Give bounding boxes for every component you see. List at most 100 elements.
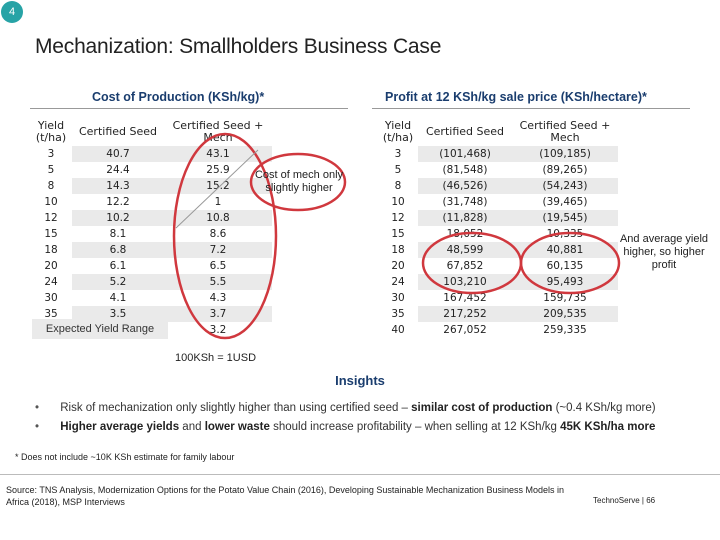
profit-cell-certified-seed: (11,828) [418,210,512,226]
profit-cell-seed-mech: (109,185) [512,146,618,162]
profit-cell-yield: 5 [394,164,402,176]
cost-row: 8 14.3 15.2 [30,178,272,194]
profit-row: 30 167,452 159,735 [378,290,618,306]
cost-section-heading: Cost of Production (KSh/kg)* [92,90,265,104]
bullet-dot: • [35,421,40,433]
profit-cell-certified-seed: 167,452 [443,292,487,304]
cost-annotation-connector [175,149,259,229]
cost-cell-seed-mech: 1 [214,196,222,208]
profit-row: 5 (81,548) (89,265) [378,162,618,178]
profit-cell-certified-seed: (81,548) [442,164,488,176]
profit-cell-yield: 20 [391,260,405,272]
footnote: * Does not include ~10K KSh estimate for… [15,452,235,462]
cost-annotation: Cost of mech only slightly higher [254,169,344,194]
cost-cell-certified-seed: 10.2 [72,210,164,226]
profit-table: Yield (t/ha) Certified Seed Certified Se… [378,117,618,338]
profit-highlight-ellipse [421,231,523,295]
cost-cell-seed-mech: 4.3 [209,292,227,304]
cost-cell-yield: 5 [47,164,55,176]
profit-cell-yield: 24 [391,276,405,288]
cost-cell-yield: 18 [44,244,58,256]
profit-cell-certified-seed: 48,599 [418,242,512,258]
profit-row: 40 267,052 259,335 [378,322,618,338]
footer-brand-page: TechnoServe | 66 [593,496,656,505]
profit-row: 3 (101,468) (109,185) [378,146,618,162]
insight-2-text-1: and [179,421,205,433]
profit-cell-yield: 35 [391,308,405,320]
profit-cell-certified-seed: (46,526) [418,178,512,194]
profit-section-heading: Profit at 12 KSh/kg sale price (KSh/hect… [385,90,647,104]
profit-cell-seed-mech: 209,535 [512,306,618,322]
profit-row: 20 67,852 60,135 [378,258,618,274]
profit-cell-certified-seed: 67,852 [446,260,484,272]
insights-heading: Insights [335,373,385,388]
cost-cell-seed-mech: 6.5 [209,260,227,272]
cost-cell-seed-mech: 7.2 [164,242,272,258]
cost-highlight-ellipse [172,132,278,340]
cost-cell-yield: 20 [44,260,58,272]
profit-cell-seed-mech: (39,465) [542,196,588,208]
profit-header-yield: Yield (t/ha) [382,118,414,144]
insight-1-bold: similar cost of production [411,402,553,414]
footer-divider [0,474,720,475]
cost-cell-certified-seed: 12.2 [106,196,130,208]
profit-cell-yield: 3 [394,148,402,160]
cost-row: 10 12.2 1 [30,194,272,210]
cost-header-certified-seed: Certified Seed [78,124,157,138]
cost-cell-yield: 8 [47,180,55,192]
cost-annotation-ellipse [249,152,347,212]
cost-cell-seed-mech: 25.9 [206,164,230,176]
insight-bullet-1: • Risk of mechanization only slightly hi… [35,402,656,414]
cost-cell-certified-seed: 24.4 [106,164,130,176]
profit-header-certified-seed: Certified Seed [425,124,504,138]
insight-1-text: Risk of mechanization only slightly high… [60,402,412,414]
cost-section-divider [30,108,348,109]
profit-cell-yield: 40 [391,324,405,336]
cost-cell-certified-seed: 14.3 [72,178,164,194]
profit-cell-seed-mech: (54,243) [512,178,618,194]
profit-cell-seed-mech: 40,881 [512,242,618,258]
cost-row: 24 5.2 5.5 [30,274,272,290]
bullet-dot: • [35,402,40,414]
insight-2-bold-1: Higher average yields [60,421,180,433]
profit-row: 18 48,599 40,881 [378,242,618,258]
profit-cell-yield: 15 [391,228,405,240]
cost-cell-certified-seed: 6.8 [72,242,164,258]
cost-row: 18 6.8 7.2 [30,242,272,258]
profit-cell-yield: 8 [394,180,402,192]
cost-cell-certified-seed: 6.1 [109,260,127,272]
cost-cell-certified-seed: 40.7 [72,146,164,162]
cost-cell-certified-seed: 5.2 [72,274,164,290]
cost-cell-certified-seed: 4.1 [109,292,127,304]
profit-row: 12 (11,828) (19,545) [378,210,618,226]
profit-annotation: And average yield higher, so higher prof… [619,233,709,271]
profit-cell-certified-seed: 217,252 [418,306,512,322]
profit-cell-certified-seed: 267,052 [443,324,487,336]
source-citation: Source: TNS Analysis, Modernization Opti… [6,485,564,507]
cost-cell-yield: 35 [44,308,58,320]
profit-cell-yield: 10 [391,196,405,208]
insight-2-text-2: should increase profitability – when sel… [269,421,561,433]
insight-bullet-2: • Higher average yields and lower waste … [35,421,655,433]
profit-section-divider [372,108,690,109]
profit-cell-seed-mech: 259,335 [543,324,587,336]
cost-cell-seed-mech: 8.6 [209,228,227,240]
cost-header-yield: Yield (t/ha) [35,118,67,144]
expected-yield-range-legend: Expected Yield Range [32,319,168,339]
cost-row: 20 6.1 6.5 [30,258,272,274]
insight-2-bold-3: 45K KSh/ha more [560,421,656,433]
profit-cell-certified-seed: (101,468) [418,146,512,162]
profit-cell-seed-mech: 60,135 [546,260,584,272]
cost-cell-certified-seed: 3.5 [72,306,164,322]
cost-cell-seed-mech: 3.2 [209,324,227,336]
profit-cell-yield: 12 [391,212,405,224]
profit-row: 35 217,252 209,535 [378,306,618,322]
cost-row: 30 4.1 4.3 [30,290,272,306]
cost-cell-yield: 15 [44,228,58,240]
page-title: Mechanization: Smallholders Business Cas… [35,35,442,58]
profit-row: 10 (31,748) (39,465) [378,194,618,210]
profit-cell-certified-seed: (31,748) [442,196,488,208]
cost-cell-yield: 12 [44,212,58,224]
insight-2-bold-2: lower waste [204,421,270,433]
